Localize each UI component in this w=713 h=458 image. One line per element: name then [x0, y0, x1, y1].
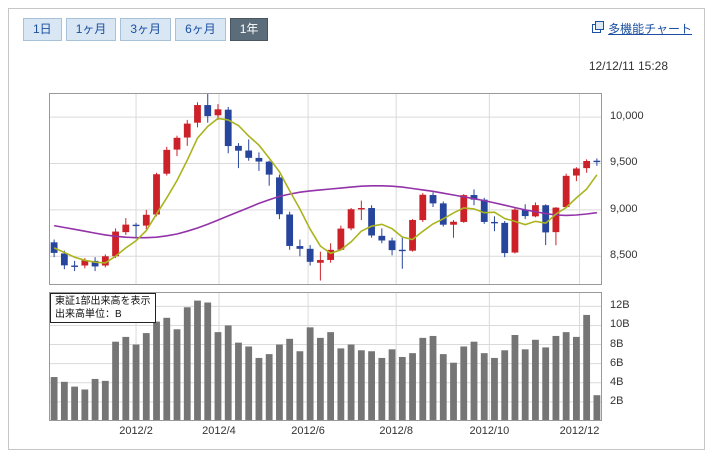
x-tick-label: 2012/8 [379, 425, 413, 437]
tab-1month[interactable]: 1ヶ月 [65, 18, 117, 41]
x-tick-label: 2012/2 [119, 425, 153, 437]
volume-chart[interactable]: 東証1部出来高を表示 出来高単位：B [49, 292, 602, 421]
volume-note: 東証1部出来高を表示 出来高単位：B [50, 293, 156, 323]
volume-tick-label: 10B [610, 318, 630, 331]
tab-6months[interactable]: 6ヶ月 [175, 18, 226, 41]
quote-timestamp: 12/12/11 15:28 [588, 59, 668, 73]
price-tick-label: 9,500 [610, 156, 638, 169]
x-tick-label: 2012/10 [469, 425, 510, 437]
x-tick-label: 2012/4 [202, 425, 236, 437]
volume-note-line2: 出来高単位：B [55, 309, 122, 320]
price-chart-svg [49, 93, 602, 285]
tab-1day[interactable]: 1日 [23, 18, 62, 41]
volume-chart-svg [49, 292, 602, 421]
price-tick-label: 10,000 [610, 110, 644, 123]
stock-chart-widget: 1日 1ヶ月 3ヶ月 6ヶ月 1年 多機能チャート 12/12/11 15:28 東証1… [8, 8, 705, 450]
multi-chart-link-label[interactable]: 多機能チャート [608, 22, 692, 36]
volume-tick-label: 12B [610, 299, 630, 312]
price-tick-label: 8,500 [610, 249, 638, 262]
tab-1year[interactable]: 1年 [229, 18, 269, 41]
x-tick-label: 2012/12 [559, 425, 600, 437]
volume-tick-label: 4B [610, 375, 624, 388]
multi-chart-link[interactable]: 多機能チャート [592, 20, 692, 37]
volume-note-line1: 東証1部出来高を表示 [55, 296, 151, 307]
volume-tick-label: 8B [610, 337, 624, 350]
price-chart[interactable] [49, 93, 602, 285]
price-tick-label: 9,000 [610, 202, 638, 215]
popup-window-icon [592, 21, 605, 36]
volume-tick-label: 6B [610, 356, 624, 369]
volume-tick-label: 2B [610, 394, 624, 407]
period-tabbar: 1日 1ヶ月 3ヶ月 6ヶ月 1年 [23, 18, 269, 41]
tab-3months[interactable]: 3ヶ月 [120, 18, 172, 41]
x-tick-label: 2012/6 [291, 425, 325, 437]
